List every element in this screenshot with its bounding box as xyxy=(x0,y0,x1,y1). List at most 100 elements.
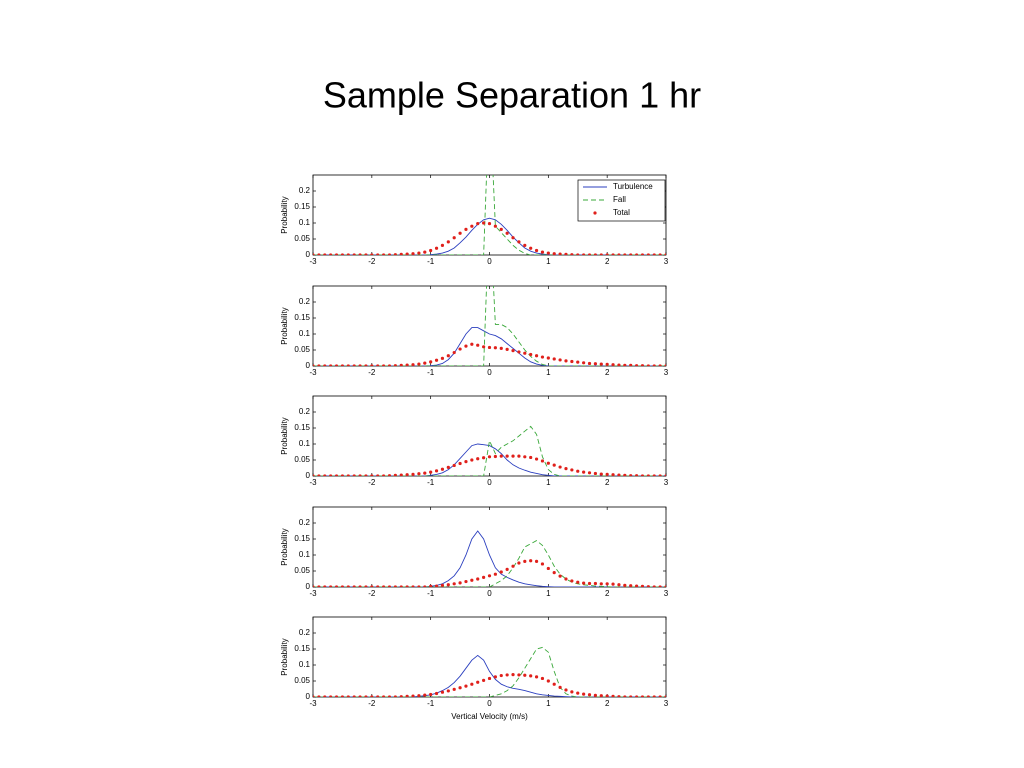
data-point xyxy=(617,253,621,255)
data-point xyxy=(517,673,521,677)
data-point xyxy=(564,688,568,692)
data-point xyxy=(558,574,562,578)
data-point xyxy=(582,361,586,365)
data-point xyxy=(446,465,450,469)
plot-area xyxy=(312,285,667,367)
data-point xyxy=(599,694,603,697)
data-point xyxy=(352,364,356,366)
data-point xyxy=(546,566,550,571)
data-point xyxy=(570,468,574,472)
data-point xyxy=(523,673,527,677)
data-point xyxy=(587,693,592,697)
data-point xyxy=(576,360,580,364)
data-point xyxy=(634,474,639,476)
data-point xyxy=(313,474,315,476)
series-line xyxy=(313,540,666,587)
data-point xyxy=(546,251,550,255)
data-point xyxy=(552,463,556,467)
data-point xyxy=(434,691,439,696)
data-point xyxy=(552,252,556,255)
data-point xyxy=(470,682,474,686)
data-point xyxy=(499,346,503,350)
data-point xyxy=(652,585,656,587)
data-point xyxy=(376,253,380,255)
data-point xyxy=(434,584,439,587)
data-point xyxy=(364,253,368,255)
data-point xyxy=(434,246,439,250)
data-point xyxy=(423,361,427,365)
data-point xyxy=(376,695,380,697)
data-point xyxy=(658,253,662,255)
x-axis-label: Vertical Velocity (m/s) xyxy=(451,712,528,721)
data-point xyxy=(358,253,362,255)
data-point xyxy=(452,463,456,468)
data-point xyxy=(499,454,503,458)
data-point xyxy=(505,231,509,235)
data-point xyxy=(399,473,403,476)
data-point xyxy=(317,253,321,255)
data-point xyxy=(329,364,333,366)
y-axis-label: Probability xyxy=(280,307,289,344)
data-point xyxy=(329,253,333,255)
y-tick-label: 0.15 xyxy=(294,534,310,543)
data-point xyxy=(387,695,392,697)
data-point xyxy=(482,221,486,225)
x-tick-label: 3 xyxy=(664,368,669,377)
data-point xyxy=(423,250,427,254)
data-point xyxy=(458,347,462,351)
data-point xyxy=(605,694,609,697)
data-point xyxy=(629,253,633,255)
data-point xyxy=(652,253,656,255)
y-tick-label: 0.1 xyxy=(299,218,311,227)
x-tick-label: 1 xyxy=(546,257,551,266)
data-point xyxy=(487,345,492,350)
data-point xyxy=(664,253,666,255)
x-tick-label: -3 xyxy=(309,368,317,377)
data-point xyxy=(358,364,362,366)
data-point xyxy=(658,364,662,366)
data-point xyxy=(393,695,397,697)
data-point xyxy=(546,461,550,465)
data-point xyxy=(499,673,503,678)
data-point xyxy=(411,252,415,255)
data-point xyxy=(652,695,656,697)
data-point xyxy=(370,364,374,366)
data-point xyxy=(313,253,315,255)
data-point xyxy=(470,224,474,228)
data-point xyxy=(505,567,509,572)
data-point xyxy=(582,581,586,585)
data-point xyxy=(323,695,327,697)
data-point xyxy=(523,351,527,355)
data-point xyxy=(370,474,374,476)
data-point xyxy=(599,253,603,255)
x-tick-label: -3 xyxy=(309,478,317,487)
data-point xyxy=(434,469,439,473)
data-point xyxy=(346,695,350,697)
data-point xyxy=(529,352,533,357)
data-point xyxy=(658,585,662,587)
x-tick-label: -1 xyxy=(427,699,435,708)
x-tick-label: -3 xyxy=(309,699,317,708)
x-tick-label: 1 xyxy=(546,589,551,598)
data-point xyxy=(593,253,597,255)
y-tick-label: 0.05 xyxy=(294,566,310,575)
data-point xyxy=(387,364,392,366)
y-tick-label: 0.2 xyxy=(299,186,311,195)
x-tick-label: 2 xyxy=(605,478,610,487)
data-point xyxy=(423,471,427,475)
data-point xyxy=(411,585,415,587)
x-tick-label: 2 xyxy=(605,368,610,377)
y-tick-label: 0 xyxy=(306,582,311,591)
data-point xyxy=(599,472,603,476)
data-point xyxy=(534,457,539,461)
data-point xyxy=(370,695,374,697)
data-point xyxy=(605,472,609,476)
data-point xyxy=(399,363,403,366)
x-tick-label: -3 xyxy=(309,257,317,266)
x-tick-label: 1 xyxy=(546,368,551,377)
data-point xyxy=(476,577,480,581)
data-point xyxy=(382,695,386,697)
data-point xyxy=(529,674,533,678)
data-point xyxy=(629,363,633,366)
data-point xyxy=(487,222,492,226)
